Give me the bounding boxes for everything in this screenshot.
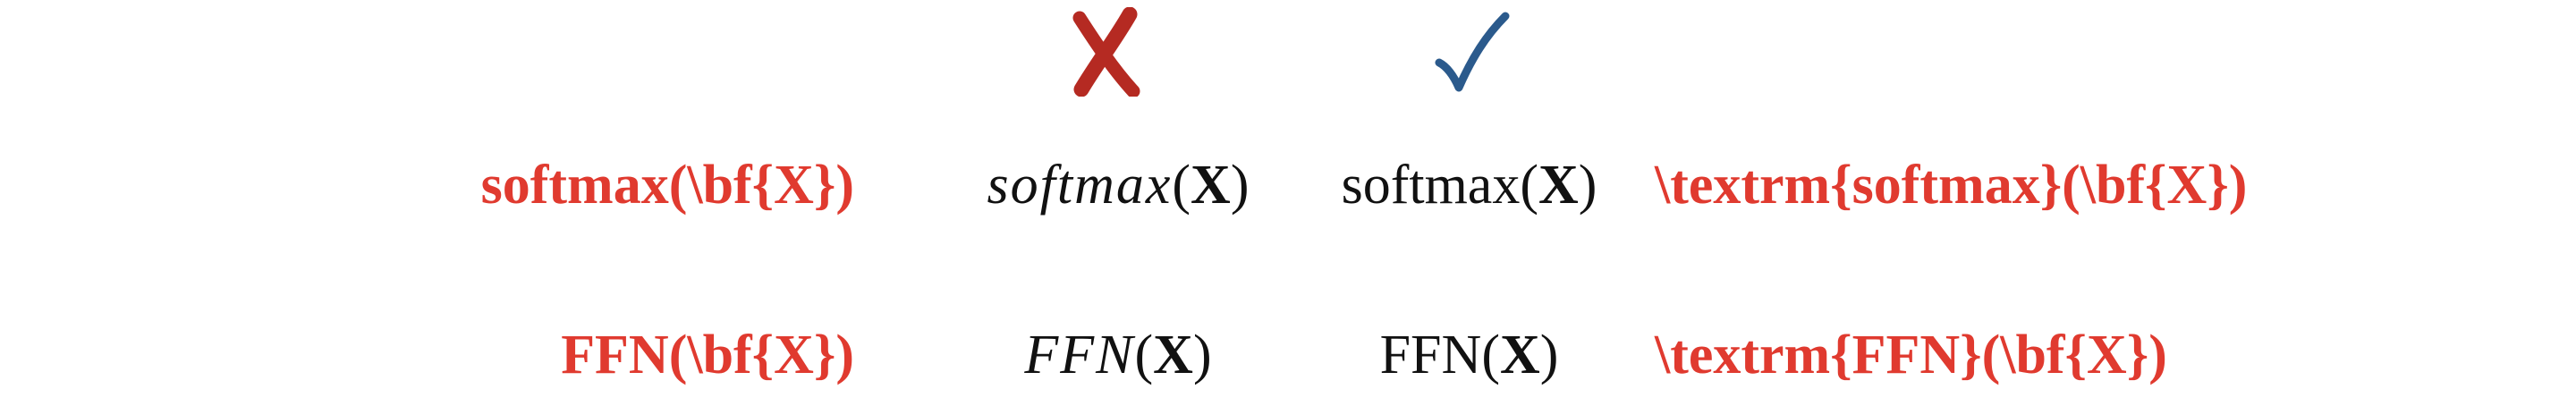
code-wrong-ffn: FFN(\bf{X}): [561, 325, 854, 385]
paren-open: (: [1520, 155, 1538, 216]
check-icon: [1427, 7, 1516, 97]
cross-icon: [1060, 7, 1149, 97]
code-wrong-softmax: softmax(\bf{X}): [480, 155, 854, 216]
rendered-right-ffn: FFN(X): [1310, 327, 1628, 383]
function-name-upright: softmax: [1341, 155, 1521, 216]
paren-open: (: [1134, 325, 1154, 385]
rendered-wrong-softmax: softmax(X): [921, 157, 1315, 213]
paren-close: ): [1539, 325, 1559, 385]
rendered-right-softmax: softmax(X): [1310, 157, 1628, 213]
matrix-symbol: X: [1499, 325, 1540, 385]
matrix-symbol: X: [1538, 155, 1579, 216]
function-name-upright: FFN: [1379, 325, 1482, 385]
function-name-italic: softmax: [987, 155, 1173, 216]
code-right-softmax: \textrm{softmax}(\bf{X}): [1655, 155, 2248, 216]
paren-open: (: [1481, 325, 1500, 385]
paren-close: ): [1230, 155, 1250, 216]
matrix-symbol: X: [1153, 325, 1193, 385]
rendered-wrong-ffn: FFN(X): [921, 327, 1315, 383]
code-right-ffn: \textrm{FFN}(\bf{X}): [1655, 325, 2167, 385]
matrix-symbol: X: [1191, 155, 1231, 216]
paren-open: (: [1172, 155, 1191, 216]
paren-close: ): [1578, 155, 1597, 216]
paren-close: ): [1192, 325, 1212, 385]
function-name-italic: FFN: [1024, 325, 1135, 385]
